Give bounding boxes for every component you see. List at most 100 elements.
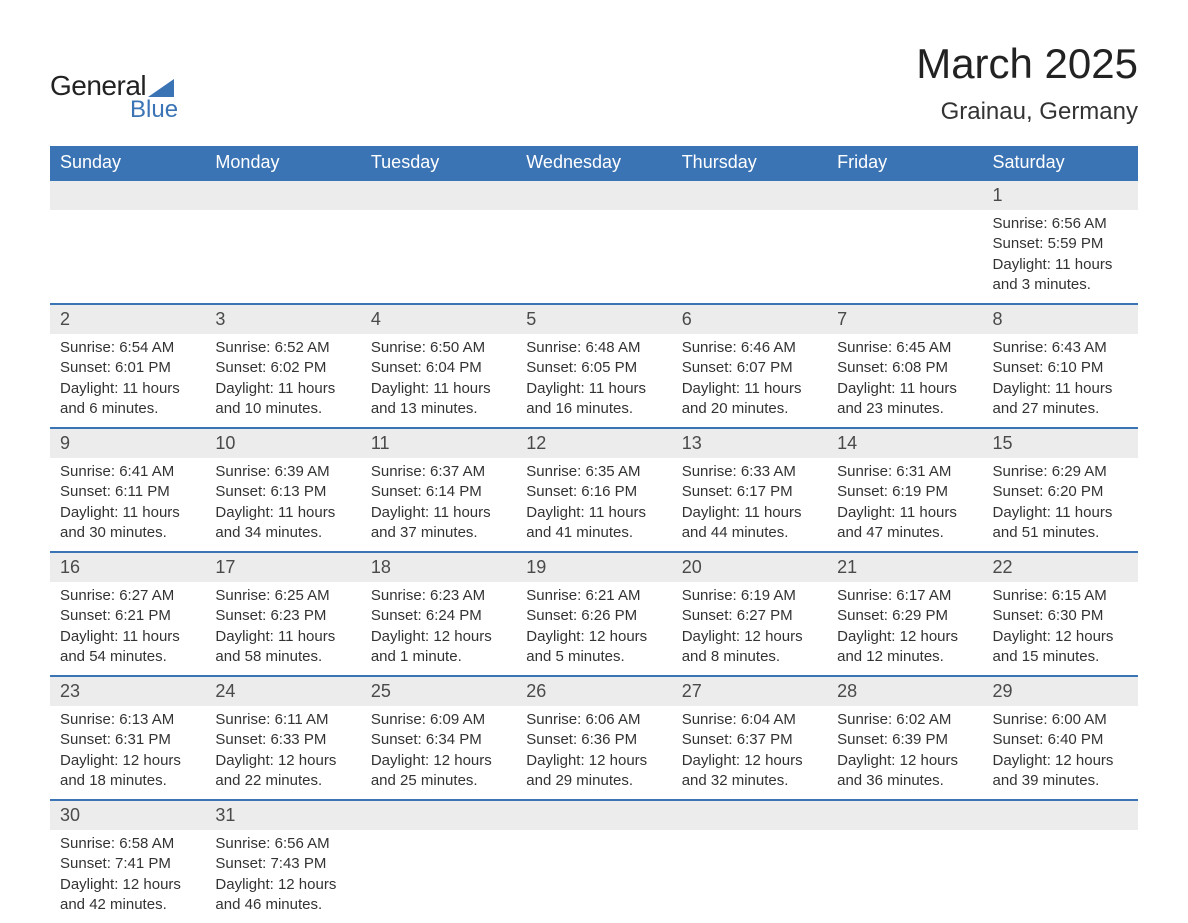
day-number: 27 xyxy=(672,677,827,706)
detail-cell: Sunrise: 6:11 AMSunset: 6:33 PMDaylight:… xyxy=(205,706,360,800)
day-number: 21 xyxy=(827,553,982,582)
sunset-text: Sunset: 6:27 PM xyxy=(682,606,817,626)
daynum-cell xyxy=(361,180,516,210)
sunset-text: Sunset: 6:29 PM xyxy=(837,606,972,626)
detail-row: Sunrise: 6:54 AMSunset: 6:01 PMDaylight:… xyxy=(50,334,1138,428)
daylight-text: Daylight: 12 hours and 15 minutes. xyxy=(993,627,1128,668)
detail-row: Sunrise: 6:41 AMSunset: 6:11 PMDaylight:… xyxy=(50,458,1138,552)
day-number: 29 xyxy=(983,677,1138,706)
daynum-cell: 22 xyxy=(983,552,1138,582)
daynum-cell: 29 xyxy=(983,676,1138,706)
daynum-cell: 15 xyxy=(983,428,1138,458)
detail-cell: Sunrise: 6:37 AMSunset: 6:14 PMDaylight:… xyxy=(361,458,516,552)
daylight-text: Daylight: 11 hours and 27 minutes. xyxy=(993,379,1128,420)
detail-cell: Sunrise: 6:52 AMSunset: 6:02 PMDaylight:… xyxy=(205,334,360,428)
daylight-text: Daylight: 11 hours and 58 minutes. xyxy=(215,627,350,668)
daynum-cell: 4 xyxy=(361,304,516,334)
daynum-cell: 31 xyxy=(205,800,360,830)
weekday-header: Sunday xyxy=(50,146,205,180)
sunset-text: Sunset: 6:17 PM xyxy=(682,482,817,502)
sunrise-text: Sunrise: 6:45 AM xyxy=(837,338,972,358)
day-number: 8 xyxy=(983,305,1138,334)
day-number xyxy=(827,181,982,209)
daylight-text: Daylight: 11 hours and 44 minutes. xyxy=(682,503,817,544)
detail-cell: Sunrise: 6:58 AMSunset: 7:41 PMDaylight:… xyxy=(50,830,205,923)
detail-cell: Sunrise: 6:31 AMSunset: 6:19 PMDaylight:… xyxy=(827,458,982,552)
sunset-text: Sunset: 6:26 PM xyxy=(526,606,661,626)
weekday-header: Saturday xyxy=(983,146,1138,180)
detail-cell: Sunrise: 6:09 AMSunset: 6:34 PMDaylight:… xyxy=(361,706,516,800)
daylight-text: Daylight: 11 hours and 41 minutes. xyxy=(526,503,661,544)
header: General Blue March 2025 Grainau, Germany xyxy=(50,40,1138,126)
daynum-cell: 28 xyxy=(827,676,982,706)
day-number: 14 xyxy=(827,429,982,458)
location-label: Grainau, Germany xyxy=(916,98,1138,126)
daynum-cell xyxy=(672,800,827,830)
title-block: March 2025 Grainau, Germany xyxy=(916,40,1138,126)
day-number: 4 xyxy=(361,305,516,334)
sunrise-text: Sunrise: 6:37 AM xyxy=(371,462,506,482)
sunset-text: Sunset: 6:39 PM xyxy=(837,730,972,750)
daynum-cell: 12 xyxy=(516,428,671,458)
weekday-header-row: Sunday Monday Tuesday Wednesday Thursday… xyxy=(50,146,1138,180)
day-number: 28 xyxy=(827,677,982,706)
detail-cell: Sunrise: 6:45 AMSunset: 6:08 PMDaylight:… xyxy=(827,334,982,428)
day-number xyxy=(827,801,982,829)
daynum-cell xyxy=(516,180,671,210)
detail-cell: Sunrise: 6:29 AMSunset: 6:20 PMDaylight:… xyxy=(983,458,1138,552)
sunrise-text: Sunrise: 6:04 AM xyxy=(682,710,817,730)
sunrise-text: Sunrise: 6:31 AM xyxy=(837,462,972,482)
day-number: 22 xyxy=(983,553,1138,582)
sunrise-text: Sunrise: 6:06 AM xyxy=(526,710,661,730)
day-number: 20 xyxy=(672,553,827,582)
sunrise-text: Sunrise: 6:29 AM xyxy=(993,462,1128,482)
daynum-row: 9101112131415 xyxy=(50,428,1138,458)
daylight-text: Daylight: 11 hours and 16 minutes. xyxy=(526,379,661,420)
detail-cell xyxy=(361,830,516,923)
day-number: 31 xyxy=(205,801,360,830)
detail-cell xyxy=(983,830,1138,923)
daylight-text: Daylight: 12 hours and 39 minutes. xyxy=(993,751,1128,792)
daylight-text: Daylight: 12 hours and 12 minutes. xyxy=(837,627,972,668)
sunrise-text: Sunrise: 6:35 AM xyxy=(526,462,661,482)
daynum-cell: 21 xyxy=(827,552,982,582)
sunset-text: Sunset: 7:41 PM xyxy=(60,854,195,874)
detail-cell: Sunrise: 6:04 AMSunset: 6:37 PMDaylight:… xyxy=(672,706,827,800)
day-number: 6 xyxy=(672,305,827,334)
daylight-text: Daylight: 11 hours and 23 minutes. xyxy=(837,379,972,420)
weekday-header: Monday xyxy=(205,146,360,180)
daynum-cell: 27 xyxy=(672,676,827,706)
sunrise-text: Sunrise: 6:56 AM xyxy=(993,214,1128,234)
daylight-text: Daylight: 11 hours and 37 minutes. xyxy=(371,503,506,544)
detail-cell: Sunrise: 6:13 AMSunset: 6:31 PMDaylight:… xyxy=(50,706,205,800)
daynum-cell xyxy=(50,180,205,210)
day-number xyxy=(516,801,671,829)
sunset-text: Sunset: 6:34 PM xyxy=(371,730,506,750)
detail-cell: Sunrise: 6:06 AMSunset: 6:36 PMDaylight:… xyxy=(516,706,671,800)
daylight-text: Daylight: 11 hours and 20 minutes. xyxy=(682,379,817,420)
daynum-cell: 26 xyxy=(516,676,671,706)
sunrise-text: Sunrise: 6:58 AM xyxy=(60,834,195,854)
sunset-text: Sunset: 6:20 PM xyxy=(993,482,1128,502)
daylight-text: Daylight: 12 hours and 46 minutes. xyxy=(215,875,350,916)
detail-cell: Sunrise: 6:15 AMSunset: 6:30 PMDaylight:… xyxy=(983,582,1138,676)
detail-cell xyxy=(672,210,827,304)
daylight-text: Daylight: 12 hours and 42 minutes. xyxy=(60,875,195,916)
day-number: 3 xyxy=(205,305,360,334)
daynum-row: 3031 xyxy=(50,800,1138,830)
day-number: 16 xyxy=(50,553,205,582)
sunset-text: Sunset: 6:37 PM xyxy=(682,730,817,750)
day-number xyxy=(50,181,205,209)
daylight-text: Daylight: 11 hours and 13 minutes. xyxy=(371,379,506,420)
weekday-header: Wednesday xyxy=(516,146,671,180)
daylight-text: Daylight: 12 hours and 32 minutes. xyxy=(682,751,817,792)
day-number: 24 xyxy=(205,677,360,706)
daynum-cell: 16 xyxy=(50,552,205,582)
daynum-cell: 7 xyxy=(827,304,982,334)
detail-cell xyxy=(827,210,982,304)
daynum-cell: 14 xyxy=(827,428,982,458)
daynum-cell: 11 xyxy=(361,428,516,458)
daynum-cell: 18 xyxy=(361,552,516,582)
detail-row: Sunrise: 6:56 AMSunset: 5:59 PMDaylight:… xyxy=(50,210,1138,304)
daylight-text: Daylight: 11 hours and 3 minutes. xyxy=(993,255,1128,296)
